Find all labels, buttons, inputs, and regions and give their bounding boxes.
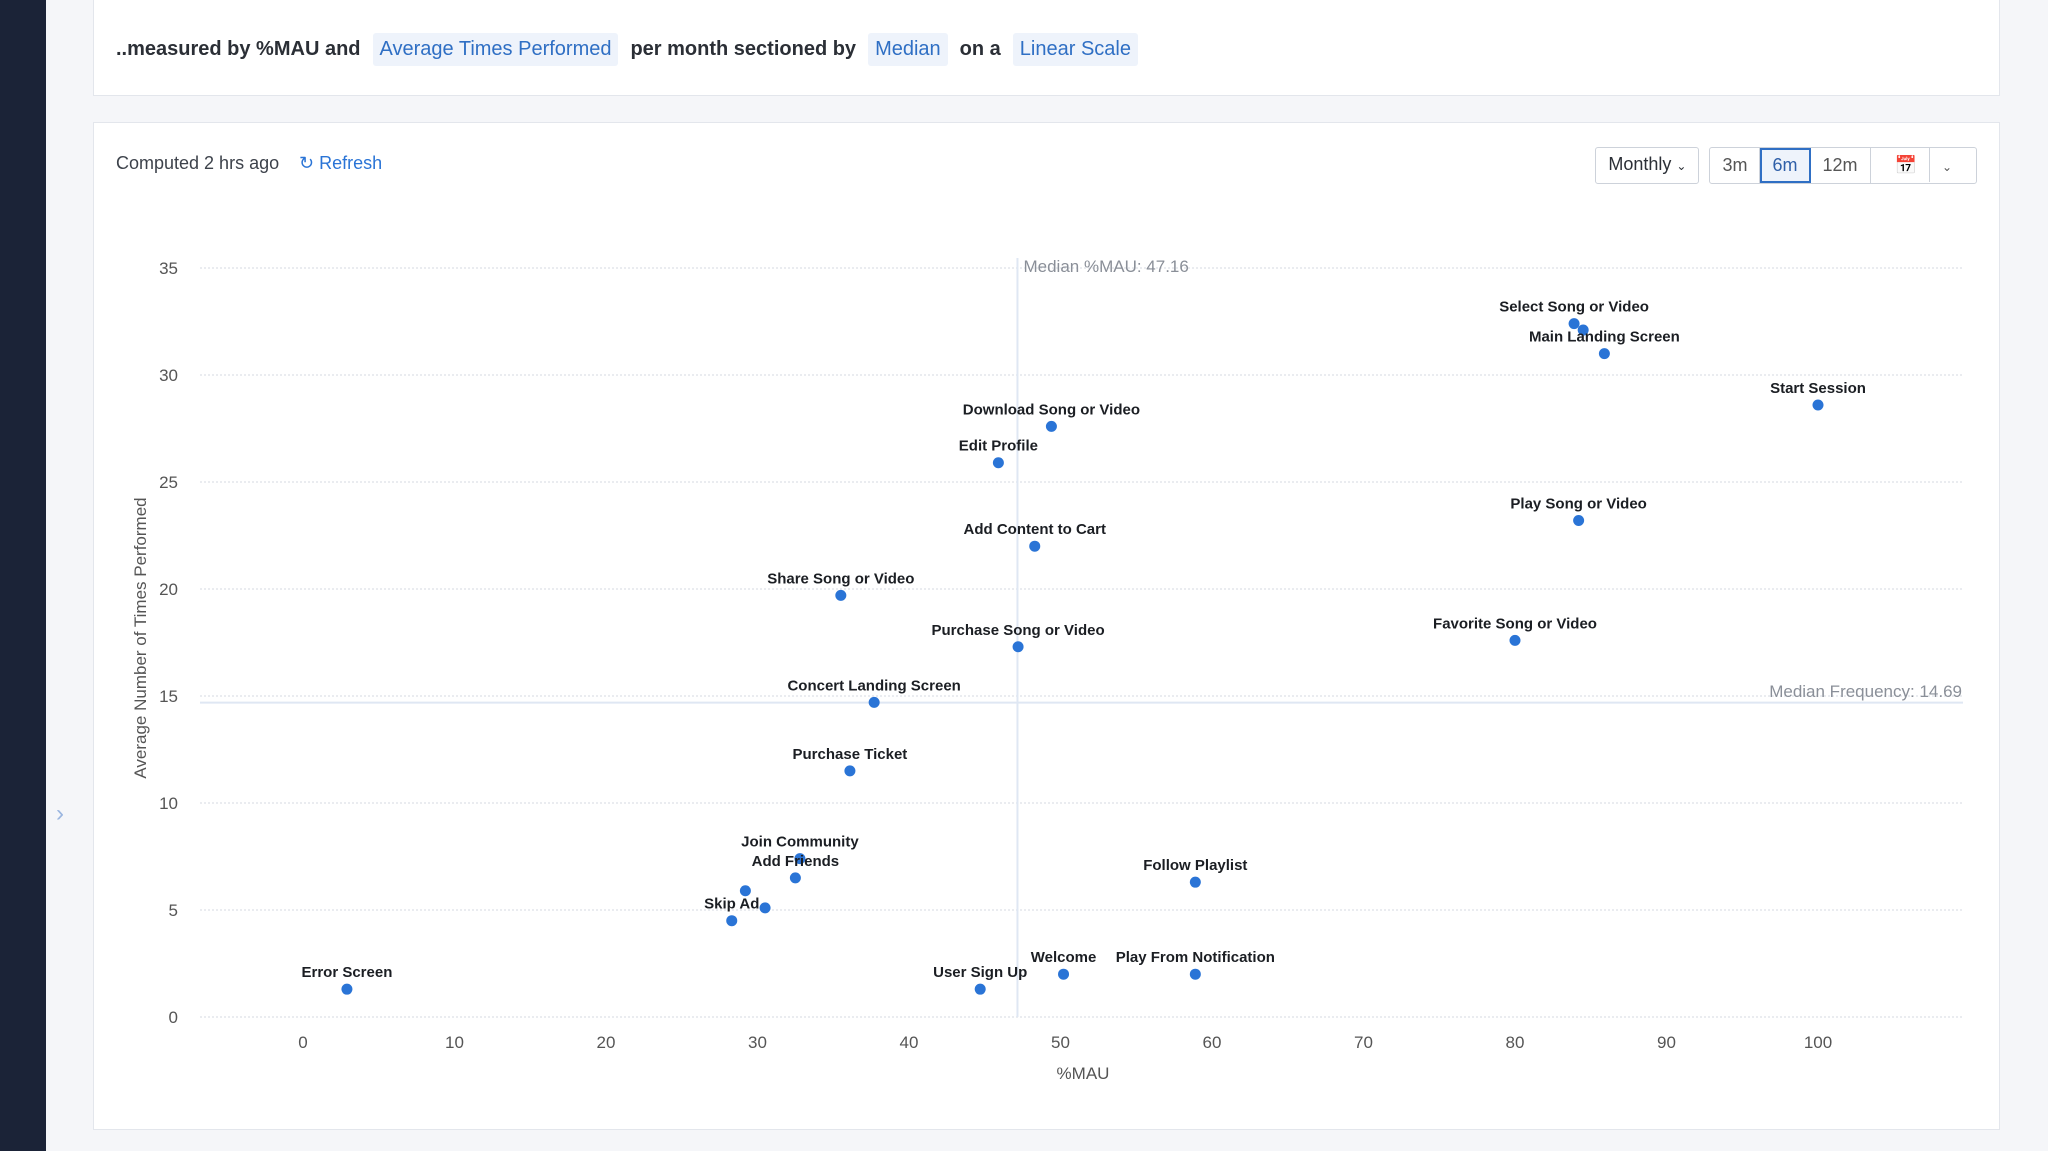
- y-tick-label: 0: [169, 1008, 178, 1027]
- query-card: ..measured by %MAU and Average Times Per…: [93, 0, 2000, 96]
- range-3m[interactable]: 3m: [1710, 148, 1761, 183]
- point-label: Edit Profile: [959, 438, 1038, 455]
- point-label: Share Song or Video: [767, 570, 914, 587]
- metric-chip[interactable]: Average Times Performed: [372, 33, 619, 66]
- data-point: [1012, 641, 1024, 653]
- data-point: [341, 983, 353, 995]
- x-tick-label: 100: [1804, 1033, 1832, 1052]
- sidebar: [0, 0, 46, 1151]
- x-tick-label: 20: [597, 1033, 616, 1052]
- point-label: Download Song or Video: [963, 401, 1140, 418]
- point-label: Play Song or Video: [1510, 496, 1646, 513]
- y-tick-label: 10: [159, 794, 178, 813]
- interval-dropdown[interactable]: Monthly ⌄: [1595, 147, 1700, 184]
- point-label: Join Community: [741, 834, 859, 851]
- calendar-dropdown[interactable]: 📅 ⌄: [1871, 148, 1976, 183]
- x-tick-label: 30: [748, 1033, 767, 1052]
- y-tick-label: 15: [159, 687, 178, 706]
- y-tick-label: 30: [159, 366, 178, 385]
- x-tick-label: 70: [1354, 1033, 1373, 1052]
- chart-controls: Monthly ⌄ 3m 6m 12m 📅 ⌄: [1595, 147, 1977, 184]
- query-prefix: ..measured by %MAU and: [116, 38, 361, 60]
- data-point: [835, 589, 847, 601]
- range-6m[interactable]: 6m: [1760, 148, 1811, 183]
- data-point: [1045, 420, 1057, 432]
- refresh-label: Refresh: [319, 153, 383, 173]
- refresh-button[interactable]: ↻ Refresh: [299, 153, 382, 174]
- data-point: [1189, 968, 1201, 980]
- refresh-icon: ↻: [299, 153, 315, 173]
- chevron-down-icon: ⌄: [1676, 159, 1687, 173]
- point-label: Skip Ad: [704, 896, 759, 913]
- y-tick-label: 35: [159, 259, 178, 278]
- data-point: [992, 457, 1004, 469]
- point-label: Select Song or Video: [1499, 299, 1649, 316]
- data-point: [1058, 968, 1070, 980]
- x-tick-label: 80: [1506, 1033, 1525, 1052]
- point-label: Follow Playlist: [1143, 857, 1247, 874]
- point-label: Add Content to Cart: [964, 521, 1106, 538]
- y-tick-label: 5: [169, 901, 178, 920]
- point-label: Favorite Song or Video: [1433, 615, 1597, 632]
- point-label: Purchase Song or Video: [932, 622, 1105, 639]
- chevron-right-icon[interactable]: ›: [56, 800, 64, 827]
- point-label: Start Session: [1770, 380, 1866, 397]
- x-tick-label: 10: [445, 1033, 464, 1052]
- point-label: Concert Landing Screen: [787, 677, 960, 694]
- range-selector: 3m 6m 12m 📅 ⌄: [1709, 147, 1977, 184]
- data-point: [789, 872, 801, 884]
- data-point: [844, 765, 856, 777]
- query-sentence: ..measured by %MAU and Average Times Per…: [116, 33, 1138, 66]
- point-label: Play From Notification: [1116, 949, 1275, 966]
- y-tick-label: 25: [159, 473, 178, 492]
- scale-chip[interactable]: Linear Scale: [1012, 33, 1138, 66]
- data-point: [726, 915, 738, 927]
- x-tick-label: 60: [1203, 1033, 1222, 1052]
- data-point: [1573, 515, 1585, 527]
- data-point: [1812, 399, 1824, 411]
- y-axis-label: Average Number of Times Performed: [131, 497, 150, 778]
- point-label: Purchase Ticket: [793, 746, 908, 763]
- y-tick-label: 20: [159, 580, 178, 599]
- computed-status: Computed 2 hrs ago: [116, 153, 280, 173]
- point-label: Welcome: [1031, 949, 1097, 966]
- x-tick-label: 90: [1657, 1033, 1676, 1052]
- median-y-label: Median Frequency: 14.69: [1769, 682, 1962, 701]
- data-point: [1577, 324, 1589, 336]
- x-axis-label: %MAU: [1057, 1064, 1110, 1083]
- data-point: [1568, 318, 1580, 330]
- x-tick-label: 0: [298, 1033, 307, 1052]
- interval-value: Monthly: [1608, 154, 1672, 174]
- data-point: [1189, 876, 1201, 888]
- point-label: Error Screen: [301, 964, 392, 981]
- range-12m[interactable]: 12m: [1811, 148, 1871, 183]
- data-point: [1598, 348, 1610, 360]
- data-point: [1509, 634, 1521, 646]
- data-point: [868, 696, 880, 708]
- data-point: [739, 885, 751, 897]
- x-tick-label: 50: [1051, 1033, 1070, 1052]
- chart-card: Computed 2 hrs ago ↻ Refresh Monthly ⌄ 3…: [93, 122, 2000, 1130]
- point-label: Add Friends: [752, 853, 840, 870]
- query-on: on a: [959, 38, 1001, 60]
- calendar-icon: 📅: [1882, 148, 1930, 182]
- query-mid: per month sectioned by: [630, 38, 857, 60]
- chevron-down-icon: ⌄: [1941, 160, 1952, 174]
- data-point: [974, 983, 986, 995]
- data-point: [1029, 540, 1041, 552]
- data-point: [759, 902, 771, 914]
- section-chip[interactable]: Median: [868, 33, 948, 66]
- point-label: Main Landing Screen: [1529, 329, 1680, 346]
- data-point: [794, 853, 806, 865]
- median-x-label: Median %MAU: 47.16: [1023, 257, 1188, 276]
- x-tick-label: 40: [900, 1033, 919, 1052]
- point-label: User Sign Up: [933, 964, 1027, 981]
